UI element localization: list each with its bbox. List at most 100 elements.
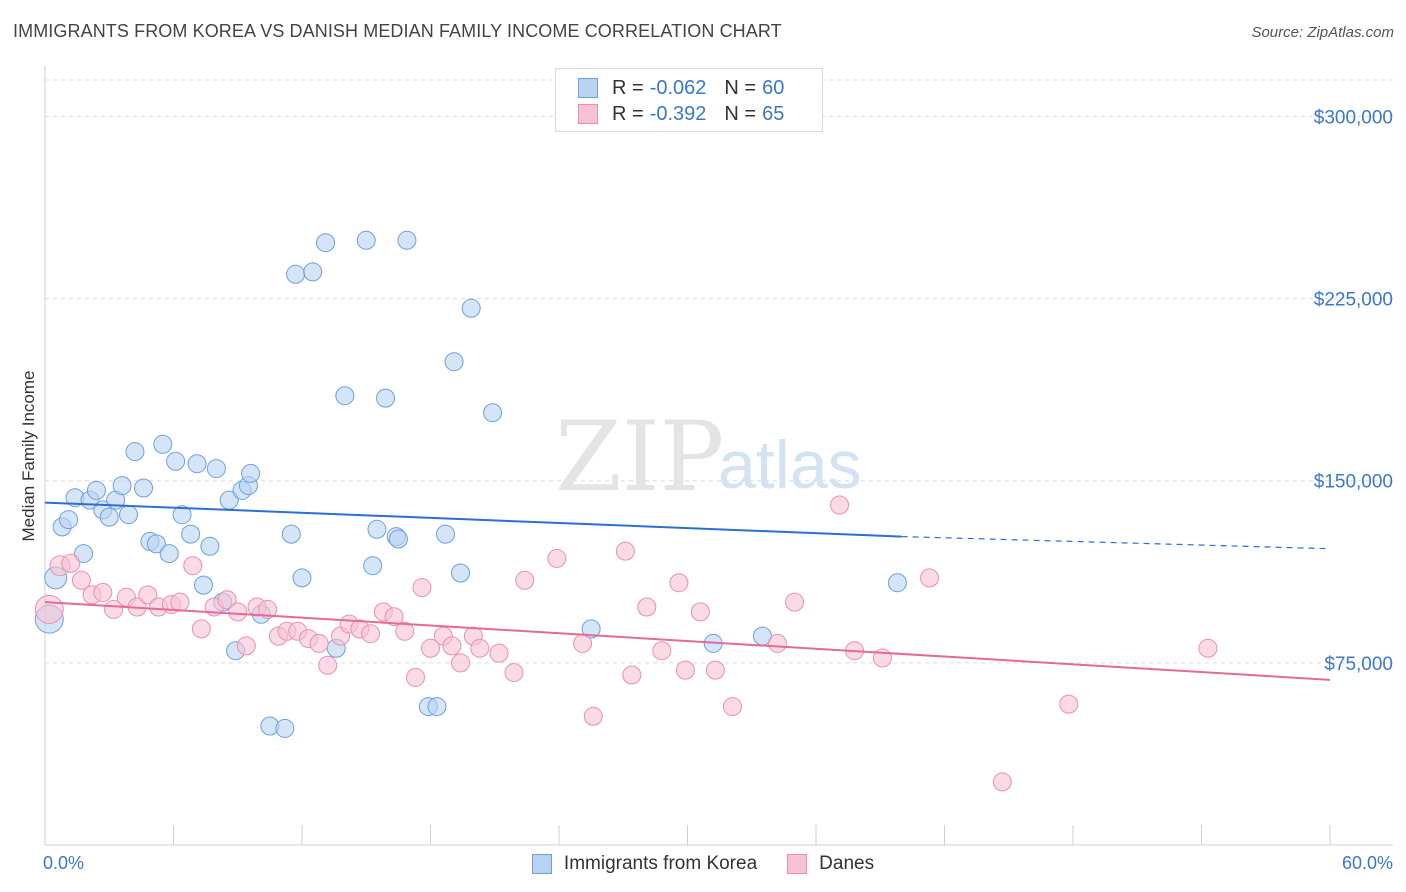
- legend-swatch-blue: [531, 854, 552, 874]
- y-tick-label: $150,000: [1314, 472, 1393, 493]
- danes-point: [489, 643, 509, 663]
- danes-trend-line: [44, 601, 1331, 681]
- danes-point: [615, 541, 635, 561]
- watermark: ZIP atlas: [555, 401, 862, 513]
- danes-point: [236, 636, 256, 656]
- series-name-danes: Danes: [819, 853, 875, 874]
- danes-point: [705, 660, 725, 680]
- korea-point: [450, 563, 470, 583]
- korea-point: [172, 505, 192, 525]
- danes-point: [217, 590, 237, 610]
- data-points: [34, 230, 1218, 792]
- series-legend: Immigrants from Korea Danes: [0, 851, 1406, 877]
- korea-point: [397, 230, 417, 250]
- danes-point: [412, 578, 432, 598]
- danes-point: [583, 706, 603, 726]
- korea-point: [134, 478, 154, 498]
- korea-point: [99, 507, 119, 527]
- korea-point: [367, 519, 387, 539]
- danes-point: [1198, 638, 1218, 658]
- korea-point: [335, 386, 355, 406]
- korea-point: [427, 697, 447, 717]
- korea-point: [206, 459, 226, 479]
- korea-point: [241, 463, 261, 483]
- danes-point: [361, 624, 381, 644]
- korea-point: [146, 534, 166, 554]
- x-tick-label: 0.0%: [43, 853, 84, 873]
- korea-point: [59, 510, 79, 530]
- danes-point: [785, 592, 805, 612]
- korea-point: [187, 454, 207, 474]
- danes-point: [515, 570, 535, 590]
- danes-point: [93, 582, 113, 602]
- legend-r-value: -0.062: [649, 76, 707, 99]
- legend-r-label: R =: [612, 102, 644, 125]
- danes-point: [71, 570, 91, 590]
- korea-point: [193, 575, 213, 595]
- korea-point: [286, 264, 306, 284]
- legend-r-label: R =: [612, 76, 644, 99]
- danes-point: [470, 638, 490, 658]
- danes-point: [395, 621, 415, 641]
- danes-point: [406, 667, 426, 687]
- y-tick-label: $75,000: [1324, 654, 1393, 675]
- korea-point: [153, 434, 173, 454]
- y-axis-title: Median Family Income: [19, 370, 38, 541]
- korea-point: [376, 388, 396, 408]
- series-legend-danes[interactable]: Danes: [787, 851, 874, 877]
- danes-point: [573, 633, 593, 653]
- danes-point: [309, 633, 329, 653]
- danes-point: [450, 653, 470, 673]
- danes-point: [258, 599, 278, 619]
- danes-point: [767, 633, 787, 653]
- danes-point: [384, 607, 404, 627]
- danes-point: [183, 556, 203, 576]
- legend-row-korea: R = -0.062 N = 60: [578, 75, 784, 101]
- korea-point: [159, 544, 179, 564]
- watermark-atlas: atlas: [718, 427, 862, 503]
- danes-point: [61, 553, 81, 573]
- korea-point: [356, 230, 376, 250]
- korea-point: [483, 403, 503, 423]
- source-credit: Source: ZipAtlas.com: [1251, 24, 1394, 41]
- series-legend-korea[interactable]: Immigrants from Korea: [531, 851, 757, 877]
- trend-lines: [44, 501, 1331, 681]
- axes: [44, 66, 1393, 846]
- danes-point: [690, 602, 710, 622]
- korea-point: [281, 524, 301, 544]
- y-tick-label: $300,000: [1314, 107, 1393, 128]
- korea-trend-extension: [901, 535, 1331, 550]
- danes-point: [504, 663, 524, 683]
- danes-point: [228, 602, 248, 622]
- danes-point: [34, 594, 64, 624]
- korea-point: [275, 718, 295, 738]
- korea-point: [581, 619, 601, 639]
- korea-point: [303, 262, 323, 282]
- legend-swatch-pink: [787, 854, 808, 874]
- danes-point: [318, 655, 338, 675]
- danes-point: [104, 599, 124, 619]
- chart-title: IMMIGRANTS FROM KOREA VS DANISH MEDIAN F…: [13, 21, 782, 41]
- korea-trend-line: [44, 501, 902, 538]
- danes-point: [1059, 694, 1079, 714]
- legend-n-value: 60: [762, 76, 785, 99]
- danes-point: [675, 660, 695, 680]
- gridlines: [45, 79, 1393, 664]
- legend-swatch-pink: [578, 104, 598, 124]
- watermark-zip: ZIP: [555, 401, 724, 513]
- danes-point: [622, 665, 642, 685]
- danes-point: [547, 548, 567, 568]
- legend-n-value: 65: [762, 102, 785, 125]
- korea-point: [316, 233, 336, 253]
- legend-row-danes: R = -0.392 N = 65: [578, 101, 784, 127]
- danes-point: [637, 597, 657, 617]
- danes-point: [920, 568, 940, 588]
- korea-point: [200, 536, 220, 556]
- legend-n-label: N =: [724, 102, 757, 125]
- korea-point: [444, 352, 464, 372]
- korea-point: [125, 442, 145, 462]
- korea-point: [166, 451, 186, 471]
- danes-point: [442, 636, 462, 656]
- y-tick-label: $225,000: [1314, 290, 1393, 311]
